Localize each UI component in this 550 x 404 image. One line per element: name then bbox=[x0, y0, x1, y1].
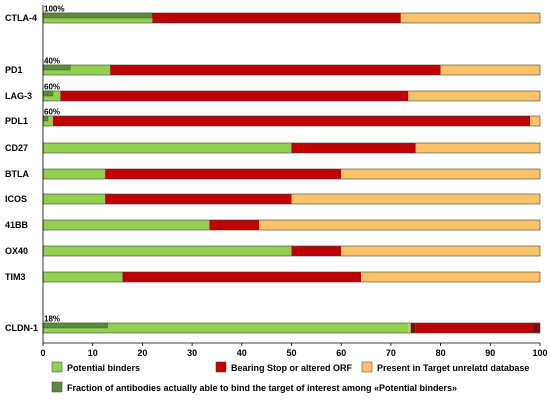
bar-cd27-potential-binders bbox=[43, 143, 292, 153]
bar-cd27-bearing-stop-or-altered-orf bbox=[291, 143, 416, 153]
x-tick-label-30: 30 bbox=[187, 348, 197, 358]
bar-41bb-present-in-target-unrelatd-database bbox=[259, 220, 540, 230]
bar-pdl1-present-in-target-unrelatd-database bbox=[530, 116, 540, 126]
x-tick-label-50: 50 bbox=[286, 348, 296, 358]
bar-tim3-bearing-stop-or-altered-orf bbox=[122, 272, 362, 282]
category-label-ctla-4: CTLA-4 bbox=[5, 13, 37, 23]
bar-btla-bearing-stop-or-altered-orf bbox=[105, 169, 342, 179]
category-label-lag-3: LAG-3 bbox=[5, 91, 32, 101]
bar-cldn-1-potential-binders bbox=[43, 323, 409, 333]
fraction-label-pd1: 40% bbox=[44, 57, 60, 66]
legend-label-fraction-of-antibodies-actually-able-to-: Fraction of antibodies actually able to … bbox=[67, 383, 457, 393]
bar-btla-present-in-target-unrelatd-database bbox=[341, 169, 540, 179]
bar-lag-3-present-in-target-unrelatd-database bbox=[408, 91, 540, 101]
x-axis: 0 10 20 30 40 50 60 70 80 90 100 bbox=[40, 5, 548, 358]
legend-label-present-in-target-unrelatd-database: Present in Target unrelatd database bbox=[377, 363, 529, 373]
x-tick-label-100: 100 bbox=[532, 348, 547, 358]
x-tick-label-40: 40 bbox=[237, 348, 247, 358]
fraction-bar-lag-3 bbox=[42, 90, 54, 97]
bar-ctla-4-bearing-stop-or-altered-orf bbox=[152, 13, 401, 23]
category-label-pd1: PD1 bbox=[5, 65, 23, 75]
fraction-bar-pdl1 bbox=[42, 115, 49, 122]
fraction-label-ctla-4: 100% bbox=[44, 5, 64, 14]
legend-swatch-present-in-target-unrelatd-database bbox=[361, 361, 373, 373]
category-label-cldn-1: CLDN-1 bbox=[5, 323, 38, 333]
legend-swatch-potential-binders bbox=[51, 361, 63, 373]
legend-swatch-bearing-stop-or-altered-orf bbox=[215, 361, 227, 373]
bar-cldn-1-extra-segment-1 bbox=[410, 323, 416, 333]
bar-cldn-1-extra-segment-3 bbox=[532, 323, 540, 333]
x-tick-label-60: 60 bbox=[336, 348, 346, 358]
x-tick-label-80: 80 bbox=[436, 348, 446, 358]
bar-ox40-bearing-stop-or-altered-orf bbox=[291, 246, 342, 256]
category-label-41bb: 41BB bbox=[5, 220, 29, 230]
fraction-label-pdl1: 60% bbox=[44, 108, 60, 117]
bar-ox40-potential-binders bbox=[43, 246, 292, 256]
category-label-cd27: CD27 bbox=[5, 143, 28, 153]
bar-pd1-bearing-stop-or-altered-orf bbox=[110, 65, 441, 75]
fraction-label-cldn-1: 18% bbox=[44, 315, 60, 324]
bar-lag-3-bearing-stop-or-altered-orf bbox=[60, 91, 409, 101]
legend-label-potential-binders: Potential binders bbox=[67, 363, 140, 373]
fraction-bar-ctla-4 bbox=[42, 12, 153, 19]
bar-41bb-potential-binders bbox=[43, 220, 210, 230]
x-tick-label-20: 20 bbox=[137, 348, 147, 358]
bar-pdl1-bearing-stop-or-altered-orf bbox=[52, 116, 531, 126]
category-label-tim3: TIM3 bbox=[5, 272, 26, 282]
category-label-icos: ICOS bbox=[5, 194, 27, 204]
bar-ctla-4-present-in-target-unrelatd-database bbox=[400, 13, 540, 23]
bar-icos-potential-binders bbox=[43, 194, 106, 204]
bar-tim3-present-in-target-unrelatd-database bbox=[361, 272, 540, 282]
category-label-btla: BTLA bbox=[5, 169, 29, 179]
bar-41bb-bearing-stop-or-altered-orf bbox=[209, 220, 260, 230]
bar-icos-present-in-target-unrelatd-database bbox=[291, 194, 540, 204]
bar-cldn-1-extra-segment-2 bbox=[415, 323, 533, 333]
bar-btla-potential-binders bbox=[43, 169, 106, 179]
category-label-pdl1: PDL1 bbox=[5, 116, 28, 126]
legend-label-bearing-stop-or-altered-orf: Bearing Stop or altered ORF bbox=[231, 363, 353, 373]
bar-ox40-present-in-target-unrelatd-database bbox=[341, 246, 540, 256]
x-tick-label-0: 0 bbox=[40, 348, 45, 358]
category-label-ox40: OX40 bbox=[5, 246, 28, 256]
bar-cd27-present-in-target-unrelatd-database bbox=[415, 143, 540, 153]
fraction-label-lag-3: 60% bbox=[44, 83, 60, 92]
fraction-bar-pd1 bbox=[42, 64, 71, 71]
bar-icos-bearing-stop-or-altered-orf bbox=[105, 194, 292, 204]
legend-swatch-fraction-of-antibodies-actually-able-to- bbox=[51, 381, 63, 393]
bars-layer: CTLA-4 100% PD1 40% LAG-3 60% PDL1 60% CD27 BTLA I… bbox=[5, 5, 541, 334]
bar-tim3-potential-binders bbox=[43, 272, 123, 282]
x-tick-label-10: 10 bbox=[88, 348, 98, 358]
fraction-bar-cldn-1 bbox=[42, 322, 108, 329]
bar-pd1-present-in-target-unrelatd-database bbox=[440, 65, 540, 75]
legend: Potential binders Bearing Stop or altered… bbox=[51, 361, 529, 393]
bar-pd1-potential-binders bbox=[43, 65, 111, 75]
x-tick-label-90: 90 bbox=[485, 348, 495, 358]
x-tick-label-70: 70 bbox=[386, 348, 396, 358]
bar-cldn-1-extra-segment-0 bbox=[408, 323, 411, 333]
